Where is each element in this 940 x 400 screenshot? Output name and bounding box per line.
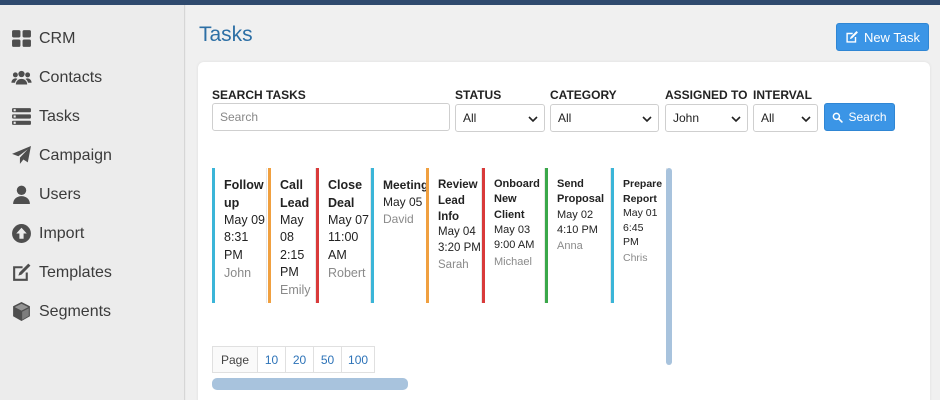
task-assignee: Emily [280,283,311,297]
task-assignee: John [224,265,252,280]
sidebar-item-import[interactable]: Import [0,214,184,253]
sidebar-item-crm[interactable]: CRM [0,19,184,58]
task-card[interactable]: Send Proposal May 02 4:10 PM Anna [545,168,610,303]
assigned-to-select-value: John [673,111,700,125]
task-title: Follow up [224,178,264,210]
task-assignee: Robert [328,265,366,280]
interval-select-value: All [761,111,775,125]
task-assignee: Anna [557,240,583,253]
task-card[interactable]: Meeting Reminder May 05 10:00 AM David [371,168,426,303]
status-label: STATUS [455,88,502,102]
category-select-value: All [558,111,572,125]
task-title: Onboard New Client [494,178,540,221]
sidebar-item-label: Templates [39,263,112,281]
task-title: Call Lead [280,178,310,210]
sidebar-item-label: Campaign [39,146,112,164]
edit-icon [846,31,858,43]
search-button-label: Search [848,110,887,124]
paper-plane-icon [10,145,32,167]
grid-icon [10,28,32,50]
category-select[interactable]: All [550,104,659,132]
circle-arrow-up-icon [10,223,32,245]
task-date: May 05 10:00 AM [383,194,426,209]
task-title: Send Proposal [557,178,605,206]
status-select-value: All [463,111,477,125]
task-date: May 03 9:00 AM [494,224,535,252]
page-title: Tasks [199,23,253,46]
task-assignee: Michael [494,255,532,268]
sidebar-item-label: Tasks [39,107,80,125]
sidebar-item-users[interactable]: Users [0,175,184,214]
task-assignee: Sarah [438,259,469,271]
sidebar-item-contacts[interactable]: Contacts [0,58,184,97]
list-icon [10,106,32,128]
status-select[interactable]: All [455,104,545,132]
interval-select[interactable]: All [753,104,818,132]
chevron-down-icon [528,113,538,123]
task-card[interactable]: Review Lead Info May 04 3:20 PM Sarah [426,168,481,303]
sidebar-item-templates[interactable]: Templates [0,253,184,292]
page-size-100-button[interactable]: 100 [348,352,369,367]
sidebar-item-label: Users [39,185,81,203]
assigned-to-select[interactable]: John [665,104,748,132]
page-size-20-button[interactable]: 20 [286,347,315,372]
chevron-down-icon [731,113,741,123]
edit-icon [10,262,32,284]
task-date: May 07 11:00 AM [328,213,369,262]
user-icon [10,184,32,206]
page-size-selector: Page 10 20 50 100 [212,346,376,373]
search-tasks-label: SEARCH TASKS [212,88,306,102]
interval-label: INTERVAL [753,88,812,102]
task-assignee: David [383,212,414,227]
sidebar-item-label: Segments [39,302,112,320]
new-task-button[interactable]: New Task [836,23,929,51]
sidebar-item-campaign[interactable]: Campaign [0,136,184,175]
sidebar-item-segments[interactable]: Segments [0,292,184,331]
task-card[interactable]: Call Lead May 08 2:15 PM Emily [268,168,315,303]
new-task-label: New Task [863,29,921,45]
tasks-panel: SEARCH TASKS STATUS CATEGORY ASSIGNED TO… [198,62,930,400]
task-assignee: Chris [623,251,648,264]
cube-icon [10,301,32,323]
task-card[interactable]: Prepare Report May 01 6:45 PM Chris [611,168,666,303]
chevron-down-icon [642,113,652,123]
assigned-to-label: ASSIGNED TO [665,88,748,102]
page-label: Page [213,347,259,372]
task-title: Meeting Reminder [383,178,426,192]
sidebar: CRM Contacts Tasks Campaign Users Import [0,5,185,400]
task-date: May 02 4:10 PM [557,208,598,236]
task-title: Review Lead Info [438,179,478,224]
task-date: May 04 3:20 PM [438,226,481,255]
users-group-icon [10,67,32,89]
task-card[interactable]: Onboard New Client May 03 9:00 AM Michae… [482,168,544,303]
page-size-10-button[interactable]: 10 [258,347,287,372]
task-card[interactable]: Follow up May 09 8:31 PM John [212,168,266,303]
main-content: Tasks New Task SEARCH TASKS STATUS CATEG… [186,5,940,400]
sidebar-item-label: CRM [39,29,76,47]
category-label: CATEGORY [550,88,617,102]
sidebar-item-label: Import [39,224,85,242]
task-date: May 09 8:31 PM [224,213,265,262]
task-date: May 08 2:15 PM [280,213,305,279]
task-date: May 01 6:45 PM [623,207,658,249]
search-icon [833,112,844,123]
vertical-scrollbar[interactable] [666,168,672,365]
horizontal-scrollbar[interactable] [212,378,408,390]
chevron-down-icon [801,113,811,123]
sidebar-item-label: Contacts [39,68,103,86]
task-title: Prepare Report [623,178,663,205]
search-button[interactable]: Search [824,103,895,131]
top-bar [0,0,940,5]
sidebar-item-tasks[interactable]: Tasks [0,97,184,136]
task-title: Close Deal [328,178,363,210]
page-size-50-button[interactable]: 50 [314,347,343,372]
task-card[interactable]: Close Deal May 07 11:00 AM Robert [316,168,370,303]
search-input[interactable] [212,103,450,131]
